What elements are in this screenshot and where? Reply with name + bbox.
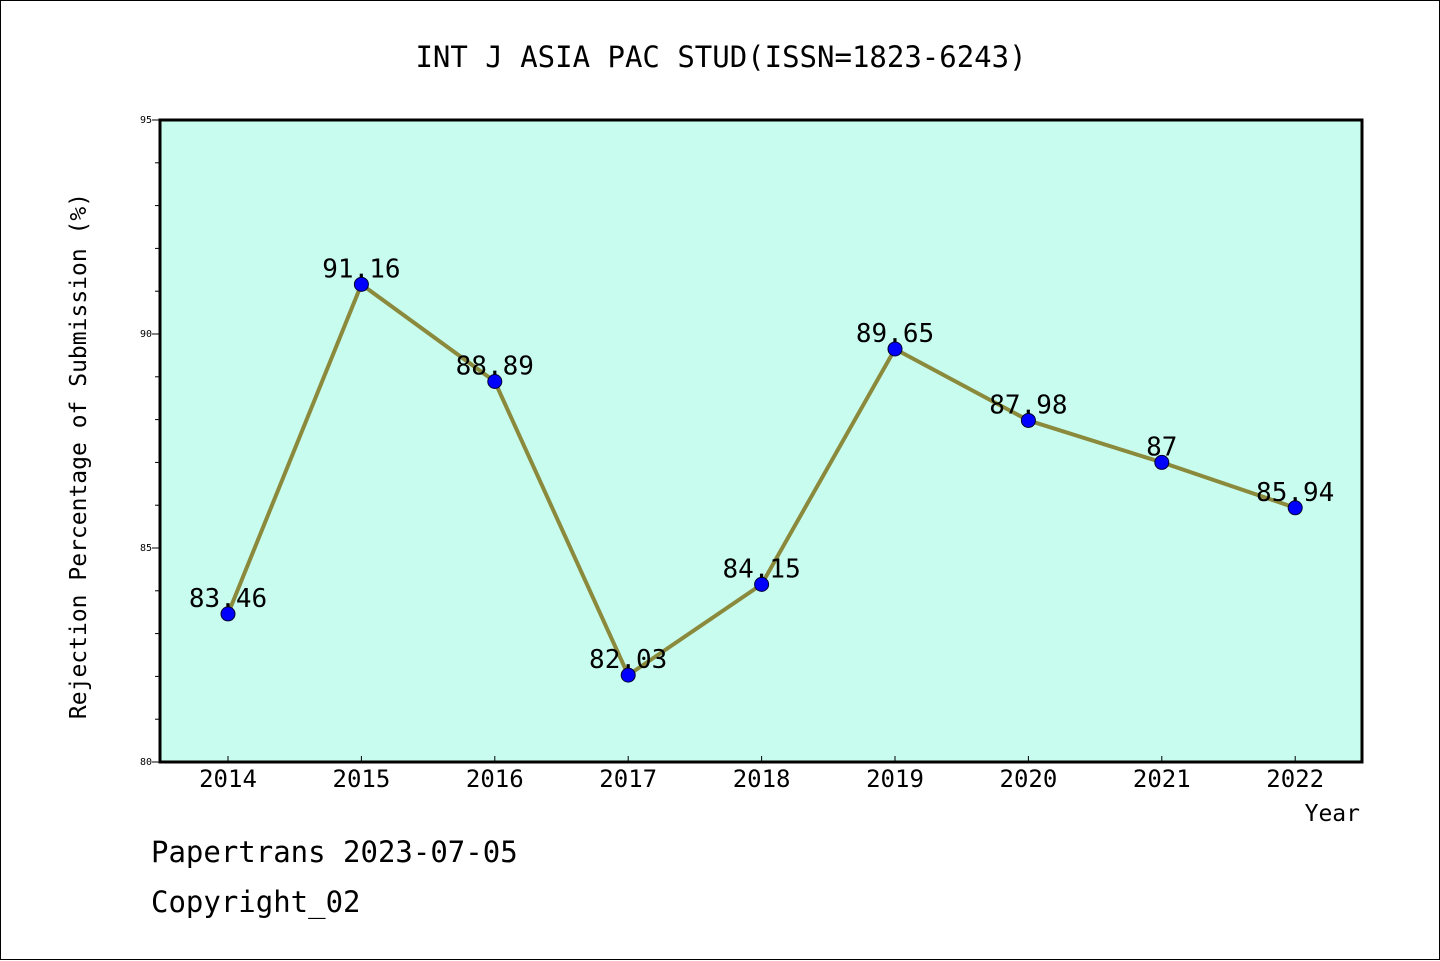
data-point — [887, 341, 903, 357]
footer-copyright: Copyright_02 — [151, 885, 361, 919]
data-label: 84.15 — [722, 554, 800, 584]
x-tick-label: 2018 — [733, 765, 791, 793]
x-tick-label: 2016 — [466, 765, 524, 793]
y-axis: 80 85 90 95 — [140, 115, 160, 768]
data-label: 82.03 — [589, 645, 667, 675]
x-tick-label: 2017 — [599, 765, 657, 793]
series-layer: 83.46 91.16 88.89 82.03 84.15 89.65 87.98 87 85.… — [189, 254, 1334, 683]
y-tick-label: 90 — [140, 329, 152, 340]
data-point — [487, 374, 503, 390]
data-label: 89.65 — [856, 319, 934, 349]
data-label: 91.16 — [322, 254, 400, 284]
x-tick-label: 2019 — [866, 765, 924, 793]
x-axis-label: Year — [1305, 801, 1360, 827]
y-axis-label: Rejection Percentage of Submission (%) — [66, 193, 92, 719]
data-label: 83.46 — [189, 584, 267, 614]
x-tick-label: 2020 — [1000, 765, 1058, 793]
data-point — [1287, 500, 1303, 516]
data-label: 85.94 — [1256, 478, 1334, 508]
x-tick-label: 2021 — [1133, 765, 1191, 793]
y-tick-label: 80 — [140, 757, 152, 768]
data-point — [754, 576, 770, 592]
data-label: 87.98 — [989, 390, 1067, 420]
x-tick-label: 2022 — [1266, 765, 1324, 793]
footer-date: Papertrans 2023-07-05 — [151, 835, 518, 869]
y-tick-label: 95 — [140, 115, 152, 126]
plot-area — [158, 118, 1364, 764]
data-point — [353, 276, 369, 292]
data-label: 87 — [1146, 432, 1177, 462]
data-point — [1154, 454, 1170, 470]
data-label: 88.89 — [456, 352, 534, 382]
y-tick-label: 85 — [140, 543, 152, 554]
x-tick-label: 2015 — [333, 765, 391, 793]
data-point — [220, 606, 236, 622]
chart-title: INT J ASIA PAC STUD(ISSN=1823-6243) — [415, 40, 1026, 74]
x-tick-label: 2014 — [199, 765, 257, 793]
data-point — [1020, 412, 1036, 428]
x-axis: 2014 2015 2016 2017 2018 2019 2020 2021 2022 — [199, 756, 1324, 793]
data-point — [620, 667, 636, 683]
